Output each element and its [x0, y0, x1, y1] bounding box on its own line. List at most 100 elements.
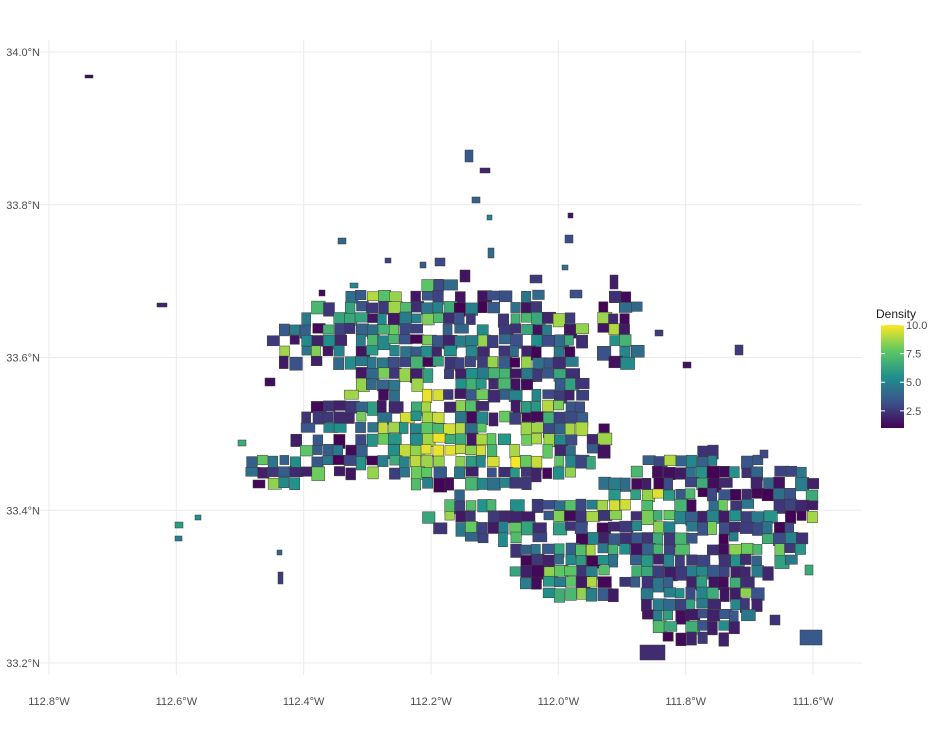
census-tract	[542, 367, 555, 379]
census-tract	[686, 533, 698, 544]
census-tract	[608, 554, 618, 568]
census-tract	[609, 510, 622, 520]
x-axis: 112.8°W 112.6°W 112.4°W 112.2°W 112.0°W 111.8…	[28, 696, 834, 708]
census-tract	[641, 554, 654, 569]
census-tract	[653, 543, 663, 556]
census-tract	[521, 434, 533, 446]
census-tract	[597, 323, 610, 333]
census-tract	[471, 196, 481, 204]
census-tract	[444, 477, 454, 491]
census-tract	[279, 323, 290, 337]
census-tract	[312, 445, 323, 455]
census-tract	[279, 345, 290, 357]
census-tract	[565, 587, 577, 601]
census-tract	[510, 543, 522, 558]
census-tract	[576, 334, 588, 349]
census-tract	[609, 274, 619, 290]
census-tract	[311, 335, 324, 347]
census-tract	[542, 389, 556, 399]
census-tract	[509, 357, 520, 368]
census-tract	[318, 289, 326, 297]
census-tract	[389, 345, 400, 357]
census-tract	[663, 598, 676, 611]
census-tract	[477, 533, 489, 544]
census-tract	[619, 302, 633, 313]
census-tract	[432, 412, 445, 424]
census-tract	[741, 455, 754, 469]
census-tract	[542, 467, 553, 479]
census-tract	[718, 620, 730, 631]
census-tract	[508, 389, 523, 402]
census-tract	[422, 477, 434, 489]
census-tract	[575, 544, 587, 557]
census-tract	[773, 476, 785, 489]
census-tract	[686, 499, 697, 513]
census-tract	[521, 379, 533, 391]
census-tract	[785, 465, 798, 477]
census-tract	[389, 467, 401, 480]
census-tract	[398, 422, 409, 434]
census-tract	[696, 598, 709, 609]
census-tract	[796, 510, 807, 521]
census-tract	[597, 444, 611, 459]
census-tract	[663, 477, 673, 491]
census-tract	[575, 323, 589, 335]
census-tract	[707, 487, 718, 502]
census-tract	[785, 510, 797, 524]
census-tract	[454, 388, 467, 399]
census-tract	[399, 456, 410, 469]
census-tract	[707, 609, 721, 622]
census-tract	[421, 302, 435, 315]
census-tract	[510, 531, 522, 543]
census-tract	[310, 356, 323, 366]
census-tract	[565, 466, 576, 478]
census-tract	[410, 410, 422, 421]
census-tract	[718, 499, 728, 512]
census-tract	[620, 532, 633, 545]
census-tract	[530, 411, 545, 422]
census-tract	[597, 576, 612, 588]
census-tract	[532, 522, 547, 533]
census-tract	[554, 455, 564, 467]
census-tract	[366, 302, 379, 313]
census-tract	[487, 467, 497, 478]
census-tract	[719, 466, 730, 478]
census-tract	[807, 478, 820, 490]
census-tract	[475, 378, 487, 389]
census-tract	[718, 554, 731, 568]
census-tract	[675, 632, 687, 646]
census-tract	[399, 467, 410, 478]
census-tract	[618, 324, 630, 336]
census-tract	[529, 274, 543, 284]
census-tract	[564, 389, 575, 401]
census-tract	[344, 412, 355, 424]
census-tract	[356, 411, 367, 422]
census-tract	[675, 588, 685, 599]
census-tract	[795, 477, 809, 492]
census-tract	[552, 356, 566, 369]
census-tract	[769, 614, 781, 626]
census-tract	[598, 565, 610, 576]
x-tick-label: 111.6°W	[793, 696, 834, 708]
census-tract	[300, 422, 316, 433]
census-tract	[575, 377, 590, 390]
census-tract	[459, 269, 471, 283]
legend-ticks: 10.0 7.5 5.0 2.5	[881, 320, 927, 418]
census-tract	[565, 576, 577, 587]
census-tract	[343, 454, 357, 466]
census-tract	[752, 454, 764, 465]
census-tract	[608, 489, 621, 502]
census-tract	[377, 400, 387, 413]
census-tract	[432, 301, 443, 314]
census-tract	[367, 356, 377, 369]
census-tract	[464, 532, 479, 542]
census-tract	[409, 455, 421, 468]
census-tract	[675, 554, 685, 568]
census-tract	[795, 543, 806, 555]
census-tract	[464, 422, 478, 435]
census-tract	[608, 477, 623, 490]
census-tract	[486, 214, 493, 221]
census-tract	[289, 477, 301, 490]
census-tract	[344, 356, 356, 370]
